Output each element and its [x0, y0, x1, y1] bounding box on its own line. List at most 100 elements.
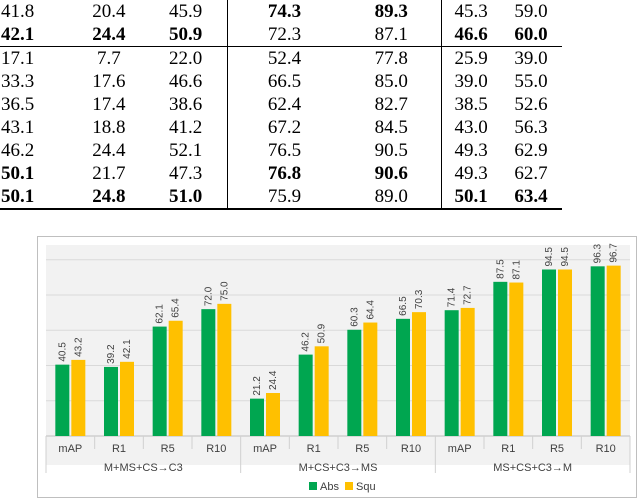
category-tick-label: R10: [596, 443, 616, 455]
table-cell: 39.0: [500, 46, 562, 70]
table-cell: 38.5: [441, 93, 501, 116]
table-cell: 85.0: [374, 71, 408, 92]
plot-area: [46, 245, 630, 465]
table-cell: 24.4: [92, 140, 126, 161]
bar-abs: [201, 309, 216, 436]
legend-swatch-squ: [345, 482, 353, 490]
table-cell: 62.9: [514, 140, 548, 161]
table-cell: 46.2: [1, 140, 35, 161]
table-cell: 46.6: [169, 71, 203, 92]
table-row: 43.1 18.8 41.2 67.2 84.5 43.0 56.3: [0, 116, 562, 139]
value-label: 64.4: [365, 300, 376, 320]
value-label: 43.2: [73, 337, 84, 357]
value-label: 71.4: [447, 287, 458, 307]
table-cell: 41.8: [1, 1, 35, 22]
bar-abs: [298, 354, 313, 436]
value-label: 21.2: [252, 376, 263, 396]
category-tick-label: R1: [501, 443, 515, 455]
table-cell: 7.7: [72, 46, 145, 70]
value-label: 24.4: [268, 370, 279, 390]
table-cell: 49.3: [441, 162, 501, 185]
table-cell: 52.1: [169, 140, 203, 161]
table-cell: 43.1: [1, 117, 35, 138]
table-cell: 21.7: [92, 163, 126, 184]
table-cell: 50.9: [169, 24, 203, 45]
bar-abs: [396, 318, 410, 436]
table-cell: 72.3: [226, 23, 342, 47]
table-cell: 90.5: [374, 140, 408, 161]
value-label: 60.3: [349, 307, 360, 327]
value-label: 94.5: [544, 247, 555, 267]
category-tick-label: R1: [307, 443, 321, 455]
category-tick-label: R10: [401, 443, 421, 455]
legend-label: Squ: [356, 481, 376, 493]
value-label: 70.3: [414, 289, 425, 309]
table-cell: 55.0: [514, 71, 548, 92]
table-cell: 51.0: [144, 185, 228, 210]
table-cell: 22.0: [144, 46, 228, 70]
value-label: 94.5: [560, 247, 571, 267]
category-tick-label: mAP: [253, 443, 277, 455]
bar-abs: [347, 329, 362, 436]
bar-squ: [217, 303, 232, 436]
table-cell: 62.7: [514, 163, 548, 184]
table-cell: 50.1: [1, 163, 35, 184]
chart-frame: 40.5 43.2 39.2 42.1 62.1 65.4 72.0 75.0 21.2 24.4…: [37, 236, 637, 498]
category-tick-label: R10: [206, 443, 226, 455]
table-cell: 45.9: [169, 1, 203, 22]
table-cell: 42.1: [1, 24, 35, 45]
bar-abs: [590, 266, 605, 436]
bar-abs: [152, 326, 167, 436]
table-row: 50.1 24.8 51.0 75.9 89.0 50.1 63.4: [0, 185, 562, 210]
bar-abs: [250, 398, 264, 436]
table-cell: 36.5: [1, 94, 35, 115]
table-cell: 33.3: [1, 71, 35, 92]
table-cell: 17.1: [0, 46, 73, 70]
table-cell: 50.1: [441, 185, 501, 210]
bars: [55, 265, 621, 436]
table-cell: 76.8: [226, 162, 342, 185]
table-cell: 17.4: [92, 94, 126, 115]
category-tick-label: mAP: [58, 443, 82, 455]
table-row: 46.2 24.4 52.1 76.5 90.5 49.3 62.9: [0, 139, 562, 162]
table-cell: 38.6: [169, 94, 203, 115]
table-cell: 74.3: [226, 0, 342, 23]
category-tick-label: R5: [355, 443, 369, 455]
legend: Abs Squ: [309, 481, 376, 493]
bar-abs: [104, 366, 118, 436]
table-row: 50.1 21.7 47.3 76.8 90.6 49.3 62.7: [0, 162, 562, 185]
table-cell: 76.5: [226, 139, 342, 162]
bar-squ: [120, 361, 134, 436]
bar-squ: [460, 307, 475, 436]
category-tick-label: R1: [112, 443, 126, 455]
bar-squ: [412, 312, 426, 436]
bar-squ: [558, 269, 572, 436]
bar-chart: 40.5 43.2 39.2 42.1 62.1 65.4 72.0 75.0 21.2 24.4…: [45, 243, 631, 493]
table-cell: 89.3: [374, 1, 408, 22]
table-cell: 62.4: [226, 93, 342, 116]
table-cell: 52.4: [226, 46, 342, 70]
table-row: 42.1 24.4 50.9 72.3 87.1 46.6 60.0: [0, 23, 562, 47]
table-row: 17.1 7.7 22.0 52.4 77.8 25.9 39.0: [0, 46, 562, 70]
bar-abs: [444, 310, 459, 436]
bar-abs: [55, 364, 70, 436]
category-tick-label: mAP: [448, 443, 472, 455]
table-cell: 56.3: [514, 117, 548, 138]
category-tick-label: R5: [550, 443, 564, 455]
table-cell: 24.4: [92, 24, 126, 45]
value-label: 66.5: [398, 296, 409, 316]
table-cell: 89.0: [341, 185, 442, 210]
results-table-region: 41.8 20.4 45.9 74.3 89.3 45.3 59.0 42.1 24.4 50.9…: [0, 0, 562, 212]
legend-swatch-abs: [309, 482, 317, 490]
table-cell: 41.2: [169, 117, 203, 138]
category-tick-label: R5: [161, 443, 175, 455]
value-label: 72.0: [203, 286, 214, 306]
group-label: MS+CS+C3→M: [493, 462, 572, 474]
table-cell: 17.6: [92, 71, 126, 92]
bar-squ: [168, 320, 183, 436]
value-label: 75.0: [219, 281, 230, 301]
bar-abs: [493, 281, 508, 436]
group-label: M+MS+CS→C3: [104, 462, 183, 474]
value-label: 50.9: [317, 323, 328, 343]
tick-labels: mAP R1 R5 R10 M+MS+CS→C3 mAP R1 R5 R10 M+CS+C3→MS…: [45, 436, 631, 474]
